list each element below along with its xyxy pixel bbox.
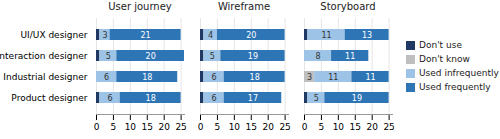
svg-text:0: 0: [94, 122, 100, 132]
svg-text:6: 6: [211, 73, 216, 82]
svg-text:19: 19: [248, 52, 258, 61]
html-text:Storyboard: Storyboard: [320, 1, 376, 12]
svg-text:18: 18: [250, 73, 260, 82]
svg-text:11: 11: [321, 31, 331, 40]
svg-text:15: 15: [246, 122, 257, 132]
html-text:Don't know: Don't know: [419, 54, 470, 64]
svg-text:5: 5: [210, 52, 215, 61]
svg-text:13: 13: [362, 31, 372, 40]
svg-text:11: 11: [365, 73, 375, 82]
svg-text:25: 25: [279, 122, 290, 132]
svg-text:19: 19: [352, 94, 362, 103]
svg-text:10: 10: [333, 122, 345, 132]
svg-text:25: 25: [383, 122, 394, 132]
svg-text:4: 4: [208, 31, 213, 40]
svg-text:20: 20: [246, 31, 256, 40]
svg-text:Interaction designer: Interaction designer: [0, 51, 88, 61]
svg-text:20: 20: [366, 122, 378, 132]
html-text:User journey: User journey: [108, 1, 172, 12]
svg-text:21: 21: [140, 31, 150, 40]
svg-text:5: 5: [106, 52, 111, 61]
svg-text:15: 15: [142, 122, 153, 132]
svg-text:18: 18: [146, 94, 156, 103]
svg-text:10: 10: [229, 122, 241, 132]
svg-text:5: 5: [319, 122, 325, 132]
svg-text:5: 5: [215, 122, 221, 132]
svg-text:20: 20: [158, 122, 170, 132]
svg-text:Product designer: Product designer: [11, 93, 87, 103]
html-text:Wireframe: Wireframe: [217, 1, 271, 12]
svg-text:20: 20: [146, 52, 156, 61]
svg-text:11: 11: [328, 73, 338, 82]
svg-text:3: 3: [102, 31, 107, 40]
svg-text:Industrial designer: Industrial designer: [3, 72, 87, 82]
svg-text:15: 15: [350, 122, 361, 132]
svg-text:6: 6: [104, 73, 109, 82]
svg-text:11: 11: [345, 52, 355, 61]
svg-text:6: 6: [211, 94, 216, 103]
html-text:Don't use: Don't use: [419, 40, 462, 50]
svg-text:20: 20: [262, 122, 274, 132]
svg-text:3: 3: [307, 73, 312, 82]
svg-text:18: 18: [142, 73, 152, 82]
svg-text:10: 10: [125, 122, 137, 132]
svg-text:5: 5: [314, 94, 319, 103]
svg-text:5: 5: [111, 122, 117, 132]
svg-text:17: 17: [248, 94, 258, 103]
html-text:Used frequently: Used frequently: [419, 82, 491, 92]
svg-text:0: 0: [198, 122, 204, 132]
svg-text:0: 0: [302, 122, 308, 132]
svg-text:6: 6: [107, 94, 112, 103]
svg-text:UI/UX designer: UI/UX designer: [21, 30, 88, 40]
html-text:Used infrequently: Used infrequently: [419, 68, 499, 78]
svg-text:8: 8: [315, 52, 320, 61]
svg-text:25: 25: [175, 122, 186, 132]
